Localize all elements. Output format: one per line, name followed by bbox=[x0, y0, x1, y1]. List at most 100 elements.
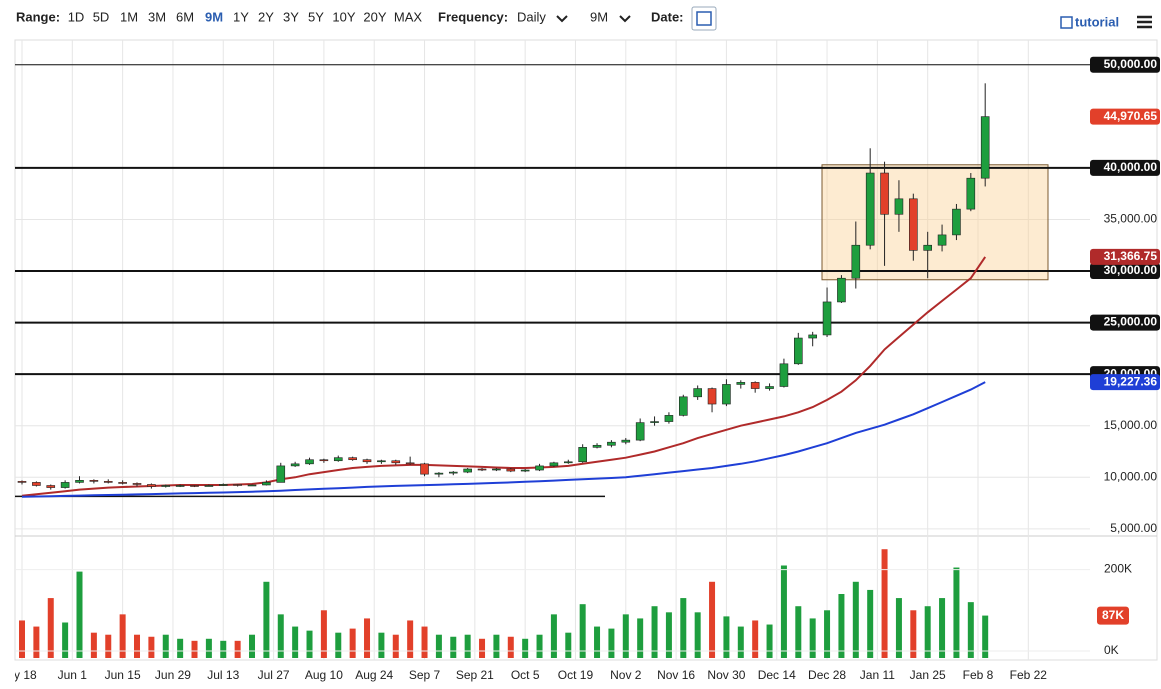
volume-bar bbox=[910, 610, 917, 658]
candle-body bbox=[103, 481, 113, 483]
volume-bar bbox=[694, 612, 701, 658]
range-button[interactable]: 1D bbox=[68, 9, 85, 24]
toolbar: Range: Frequency: Daily 9M Date: tutoria… bbox=[16, 6, 1152, 31]
volume-bar bbox=[967, 602, 974, 658]
candle-body bbox=[865, 172, 875, 246]
candle-body bbox=[305, 459, 314, 465]
calendar-button[interactable] bbox=[691, 6, 717, 31]
x-tick-label: Feb 22 bbox=[1010, 668, 1048, 682]
volume-bar bbox=[665, 612, 672, 658]
x-tick-label: Jul 13 bbox=[207, 668, 239, 682]
range-button[interactable]: 5D bbox=[93, 9, 110, 24]
candle-body bbox=[794, 337, 803, 365]
candle-body bbox=[707, 388, 717, 405]
candle-body bbox=[290, 463, 300, 467]
candle-body bbox=[506, 468, 516, 472]
x-tick-label: Jan 25 bbox=[910, 668, 946, 682]
range-button[interactable]: 10Y bbox=[332, 9, 355, 24]
volume-bar bbox=[105, 634, 112, 658]
moving-average-badge bbox=[1090, 248, 1160, 265]
frequency-label: Frequency: bbox=[438, 9, 508, 24]
candle-body bbox=[578, 447, 587, 463]
tutorial-icon[interactable] bbox=[1060, 16, 1073, 29]
volume-bar bbox=[76, 571, 83, 658]
volume-bar bbox=[378, 632, 385, 658]
volume-bar bbox=[435, 634, 442, 658]
dropdown-icon[interactable] bbox=[619, 15, 631, 23]
candle-body bbox=[448, 471, 458, 474]
volume-bar bbox=[162, 634, 169, 658]
volume-bar bbox=[47, 598, 54, 658]
range-label: Range: bbox=[16, 9, 60, 24]
volume-bar bbox=[277, 614, 284, 658]
volume-bar bbox=[306, 630, 313, 658]
frequency-select[interactable]: Daily bbox=[517, 9, 546, 24]
volume-bar bbox=[550, 614, 557, 658]
x-tick-label: Jul 27 bbox=[258, 668, 290, 682]
candle-body bbox=[966, 177, 976, 210]
candle-body bbox=[621, 439, 631, 443]
volume-bar bbox=[90, 632, 97, 658]
candle-body bbox=[348, 457, 357, 461]
volume-bar bbox=[249, 634, 256, 658]
volume-bar bbox=[594, 626, 601, 658]
volume-tick-label: 0K bbox=[1104, 643, 1119, 657]
candle-body bbox=[592, 444, 602, 448]
volume-bar bbox=[579, 604, 586, 658]
range-button[interactable]: 5Y bbox=[308, 9, 324, 24]
volume-bar bbox=[939, 598, 946, 658]
calendar-icon bbox=[696, 11, 712, 26]
volume-bar bbox=[809, 618, 816, 658]
range-button[interactable]: 3Y bbox=[283, 9, 299, 24]
volume-bar bbox=[148, 636, 155, 658]
volume-bar bbox=[895, 598, 902, 658]
candle-body bbox=[750, 382, 760, 389]
x-tick-label: Aug 10 bbox=[305, 668, 343, 682]
x-tick-label: Sep 21 bbox=[456, 668, 494, 682]
x-tick-label: Jan 11 bbox=[860, 668, 895, 682]
range-button[interactable]: 9M bbox=[205, 9, 223, 24]
range-button[interactable]: 2Y bbox=[258, 9, 274, 24]
candle-body bbox=[664, 415, 674, 422]
range-button[interactable]: 1Y bbox=[233, 9, 249, 24]
range-button[interactable]: 20Y bbox=[363, 9, 386, 24]
candle-body bbox=[391, 460, 401, 464]
candle-body bbox=[175, 485, 185, 487]
volume-bar bbox=[119, 614, 126, 658]
volume-bar bbox=[608, 628, 615, 658]
dropdown-icon[interactable] bbox=[556, 15, 568, 23]
volume-bar bbox=[953, 567, 960, 658]
candle-body bbox=[333, 457, 343, 462]
candle-body bbox=[377, 460, 386, 463]
range-button[interactable]: 6M bbox=[176, 9, 194, 24]
tutorial-link[interactable]: tutorial bbox=[1075, 14, 1119, 29]
volume-bar bbox=[191, 640, 198, 658]
candle-body bbox=[118, 482, 127, 484]
volume-bar bbox=[234, 640, 241, 658]
candle-body bbox=[937, 234, 947, 246]
period-select[interactable]: 9M bbox=[590, 9, 608, 24]
candle-body bbox=[420, 463, 429, 475]
range-button[interactable]: 3M bbox=[148, 9, 166, 24]
candle-body bbox=[492, 468, 501, 471]
x-tick-label: Nov 16 bbox=[657, 668, 695, 682]
date-label: Date: bbox=[651, 9, 684, 24]
menu-icon[interactable] bbox=[1137, 15, 1152, 29]
x-tick-label: Dec 14 bbox=[758, 668, 796, 682]
candle-body bbox=[549, 462, 559, 467]
volume-bar bbox=[680, 598, 687, 658]
volume-bar bbox=[177, 638, 184, 658]
y-tick-label: 50,000.00 bbox=[1104, 57, 1158, 71]
range-button[interactable]: MAX bbox=[394, 9, 423, 24]
candle-body bbox=[477, 468, 487, 471]
volume-last-label: 87K bbox=[1102, 608, 1124, 622]
volume-bar bbox=[795, 606, 802, 658]
candle-body bbox=[851, 244, 861, 279]
candle-body bbox=[880, 172, 889, 215]
candle-body bbox=[678, 396, 688, 416]
candle-body bbox=[405, 462, 415, 465]
candle-body bbox=[520, 469, 530, 472]
volume-bar bbox=[364, 618, 371, 658]
range-button[interactable]: 1M bbox=[120, 9, 138, 24]
